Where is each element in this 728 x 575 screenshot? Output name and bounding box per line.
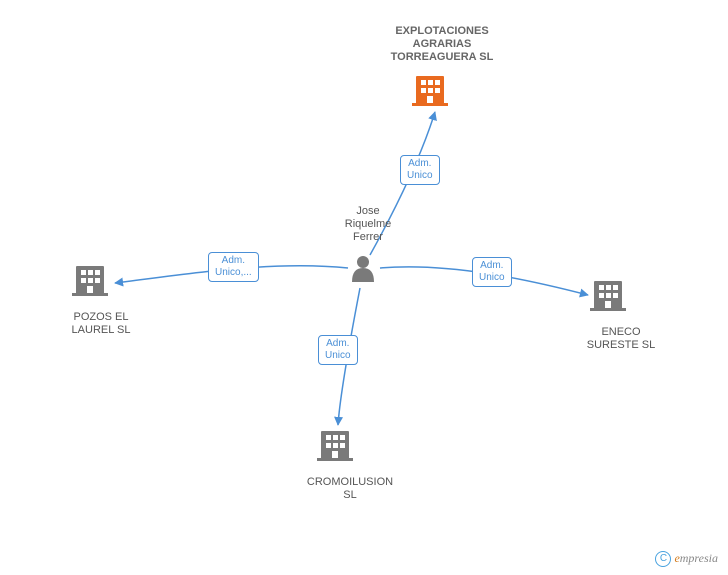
- node-label-bottom: CROMOILUSIONSL: [300, 476, 400, 502]
- person-icon: [352, 256, 374, 282]
- building-icon-right: [590, 281, 626, 311]
- edge-label-left: Adm.Unico,...: [208, 252, 259, 282]
- edge-label-bottom: Adm.Unico: [318, 335, 358, 365]
- building-icon-left: [72, 266, 108, 296]
- building-icon-bottom: [317, 431, 353, 461]
- node-label-right: ENECOSURESTE SL: [576, 326, 666, 352]
- edge-label-top: Adm.Unico: [400, 155, 440, 185]
- watermark: Cempresia: [655, 551, 718, 567]
- edge-label-right: Adm.Unico: [472, 257, 512, 287]
- node-label-center: JoseRiquelmeFerrer: [338, 205, 398, 245]
- node-label-top: EXPLOTACIONESAGRARIASTORREAGUERA SL: [377, 25, 507, 65]
- building-icon-top: [412, 76, 448, 106]
- copyright-icon: C: [655, 551, 671, 567]
- node-label-left: POZOS ELLAUREL SL: [56, 311, 146, 337]
